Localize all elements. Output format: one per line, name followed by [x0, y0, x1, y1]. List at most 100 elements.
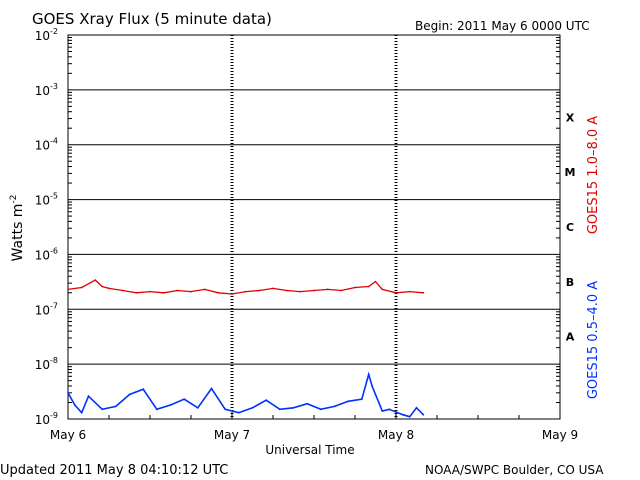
- data-point: [326, 288, 329, 291]
- plot-grid: [67, 34, 561, 420]
- data-point: [278, 408, 281, 411]
- data-point: [101, 285, 104, 288]
- data-point: [108, 287, 110, 290]
- data-point: [87, 395, 90, 398]
- data-point: [422, 413, 425, 416]
- flare-class-x: X: [566, 111, 575, 124]
- data-point: [347, 400, 350, 403]
- data-point: [183, 398, 186, 401]
- x-tick-label: May 6: [50, 428, 86, 442]
- data-point: [114, 405, 117, 408]
- y-tick-label: 10-4: [35, 137, 58, 153]
- flare-class-c: C: [566, 221, 574, 234]
- data-point: [333, 405, 336, 408]
- y-tick-label: 10-5: [35, 192, 58, 208]
- flare-class-a: A: [566, 331, 575, 344]
- data-point: [340, 289, 343, 292]
- data-point: [80, 411, 83, 414]
- data-point: [367, 373, 370, 376]
- y-tick-label: 10-7: [35, 301, 58, 317]
- legend-short: GOES15 0.5–4.0 A: [586, 281, 601, 399]
- data-point: [101, 408, 104, 411]
- source-credit: NOAA/SWPC Boulder, CO USA: [425, 463, 604, 477]
- data-point: [374, 393, 377, 396]
- data-point: [142, 388, 145, 391]
- data-point: [155, 408, 158, 411]
- data-point: [265, 399, 268, 402]
- data-point: [371, 385, 373, 387]
- data-point: [244, 290, 247, 293]
- data-point: [319, 408, 322, 411]
- data-point: [80, 286, 83, 289]
- x-tick-labels: May 6 May 7 May 8 May 9: [50, 428, 578, 442]
- data-point: [135, 291, 138, 294]
- chart-title: GOES Xray Flux (5 minute data): [32, 10, 272, 28]
- data-point: [374, 280, 377, 283]
- data-point: [121, 289, 124, 292]
- data-point: [285, 289, 288, 292]
- data-point: [306, 402, 309, 405]
- y-tick-label: 10-8: [35, 356, 58, 372]
- data-point: [224, 408, 227, 411]
- y-tick-label: 10-6: [35, 246, 58, 262]
- flare-class-m: M: [565, 166, 576, 179]
- x-tick-label: May 9: [542, 428, 578, 442]
- data-point: [203, 288, 206, 291]
- series-short-line: [67, 371, 424, 418]
- data-point: [162, 291, 165, 294]
- data-point: [169, 404, 172, 406]
- data-point: [196, 406, 199, 409]
- y-axis-label-exponent: -2: [9, 195, 19, 204]
- data-point: [313, 289, 315, 292]
- legend-label: GOES15 1.0–8.0 A: [586, 116, 601, 234]
- data-point: [67, 391, 69, 394]
- data-point: [360, 398, 363, 401]
- legend-long: GOES15 1.0–8.0 A: [586, 116, 601, 234]
- svg-text:Watts m-2: Watts m-2: [9, 195, 26, 262]
- data-point: [395, 291, 397, 294]
- data-point: [258, 289, 261, 292]
- flare-class-b: B: [566, 276, 574, 289]
- flare-class-labels: X M C B A: [565, 111, 576, 343]
- data-point: [176, 289, 179, 292]
- y-tick-label: 10-9: [35, 411, 58, 427]
- updated-timestamp: Updated 2011 May 8 04:10:12 UTC: [0, 463, 228, 478]
- series-lines: [67, 279, 425, 418]
- data-point: [422, 291, 425, 294]
- x-axis-label: Universal Time: [265, 443, 354, 457]
- data-point: [354, 286, 356, 289]
- data-point: [67, 288, 69, 291]
- data-point: [415, 406, 418, 409]
- data-point: [231, 293, 233, 295]
- data-point: [272, 287, 274, 290]
- begin-date: Begin: 2011 May 6 0000 UTC: [415, 19, 590, 33]
- data-point: [299, 290, 302, 293]
- data-point: [408, 415, 411, 418]
- plot-frame: [67, 34, 561, 420]
- data-point: [401, 413, 404, 416]
- y-axis-label: Watts m-2: [9, 195, 26, 262]
- data-point: [292, 406, 295, 409]
- series-legends: GOES15 1.0–8.0 A GOES15 0.5–4.0 A: [586, 116, 601, 399]
- y-tick-label: 10-2: [35, 27, 58, 43]
- x-tick-label: May 7: [214, 428, 250, 442]
- y-tick-label: 10-3: [35, 82, 58, 98]
- data-point: [251, 406, 254, 409]
- data-point: [381, 288, 384, 291]
- y-tick-labels: 10-2 10-3 10-4 10-5 10-6 10-7 10-8 10-9: [35, 27, 58, 427]
- data-point: [128, 393, 131, 396]
- x-tick-label: May 8: [378, 428, 414, 442]
- data-point: [381, 410, 384, 412]
- data-point: [388, 408, 391, 411]
- data-point: [73, 404, 76, 406]
- data-point: [217, 291, 220, 294]
- data-point: [367, 285, 370, 288]
- data-point: [210, 387, 213, 390]
- data-point: [408, 290, 411, 293]
- data-point: [149, 290, 151, 293]
- data-point: [190, 290, 192, 293]
- data-point: [94, 279, 97, 281]
- legend-label: GOES15 0.5–4.0 A: [586, 281, 601, 399]
- data-point: [237, 411, 240, 414]
